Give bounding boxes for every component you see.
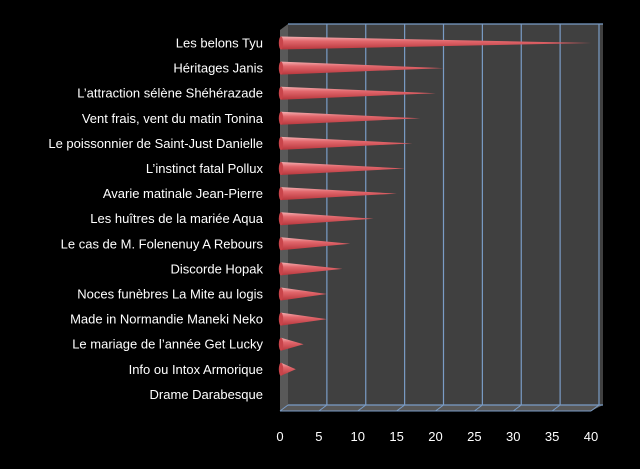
- bar: [281, 287, 327, 301]
- gridline-floor: [396, 404, 405, 412]
- category-label: Héritages Janis: [173, 61, 263, 76]
- category-label: Les huîtres de la mariée Aqua: [90, 211, 263, 226]
- bar-base: [278, 36, 284, 50]
- category-label: Le cas de M. Folenenuy A Rebours: [61, 236, 264, 251]
- bar-base: [278, 312, 284, 326]
- category-labels: Les belons Tyu Héritages Janis L’attractio…: [48, 36, 263, 402]
- x-tick-label: 30: [506, 429, 520, 444]
- x-tick-label: 10: [351, 429, 365, 444]
- x-tick-label: 15: [389, 429, 403, 444]
- bar-base: [278, 61, 284, 75]
- x-tick-labels: 0 5 10 15 20 25 30 35 40: [276, 429, 598, 444]
- category-label: Les belons Tyu: [176, 36, 263, 51]
- bar-base: [278, 86, 284, 100]
- category-label: Drame Darabesque: [150, 387, 263, 402]
- bar: [281, 362, 296, 376]
- gridline-floor: [474, 404, 483, 412]
- plot-back-wall: [288, 24, 603, 405]
- bar-base: [278, 111, 284, 125]
- gridline-floor: [435, 404, 444, 412]
- x-tick-label: 0: [276, 429, 283, 444]
- bar-base: [278, 187, 284, 201]
- bar-base: [278, 237, 284, 251]
- category-label: L’instinct fatal Pollux: [146, 161, 264, 176]
- bar: [281, 61, 444, 75]
- bar-base: [278, 136, 284, 150]
- bar: [281, 187, 397, 201]
- gridlines: [279, 23, 603, 412]
- category-label: Vent frais, vent du matin Tonina: [82, 111, 264, 126]
- x-tick-label: 40: [584, 429, 598, 444]
- category-label: Le mariage de l’année Get Lucky: [72, 337, 263, 352]
- category-label: Le poissonnier de Saint-Just Danielle: [48, 136, 263, 151]
- gridline-floor: [590, 404, 600, 412]
- category-label: Info ou Intox Armorique: [129, 362, 263, 377]
- bar: [281, 36, 592, 50]
- bar-base: [278, 337, 284, 351]
- gridline-floor: [512, 404, 522, 412]
- bar: [281, 111, 421, 125]
- bar-base: [278, 362, 284, 376]
- bar: [281, 262, 343, 276]
- plot-floor: [280, 405, 603, 411]
- x-tick-label: 25: [467, 429, 481, 444]
- x-tick-label: 35: [545, 429, 559, 444]
- category-label: Discorde Hopak: [171, 261, 264, 276]
- bar-base: [278, 162, 284, 175]
- category-label: L’attraction sélène Shéhérazade: [77, 86, 263, 101]
- gridline-floor: [551, 404, 561, 412]
- bar: [281, 136, 413, 150]
- bar: [281, 337, 304, 351]
- gridline-floor: [318, 404, 328, 412]
- plot-area: [280, 24, 603, 411]
- bars: [278, 36, 592, 376]
- bar: [281, 212, 374, 226]
- bar: [281, 86, 436, 100]
- category-label: Noces funèbres La Mite au logis: [77, 287, 263, 302]
- bar: [281, 237, 351, 251]
- gridline-floor: [279, 404, 289, 412]
- x-tick-label: 5: [315, 429, 322, 444]
- category-label: Made in Normandie Maneki Neko: [70, 312, 263, 327]
- gridline-floor: [357, 404, 367, 412]
- bar: [281, 312, 327, 326]
- bar-base: [278, 262, 284, 276]
- bar-base: [278, 287, 284, 301]
- category-label: Avarie matinale Jean-Pierre: [103, 186, 263, 201]
- bar: [281, 162, 405, 175]
- bar-base: [278, 212, 284, 226]
- x-tick-label: 20: [428, 429, 442, 444]
